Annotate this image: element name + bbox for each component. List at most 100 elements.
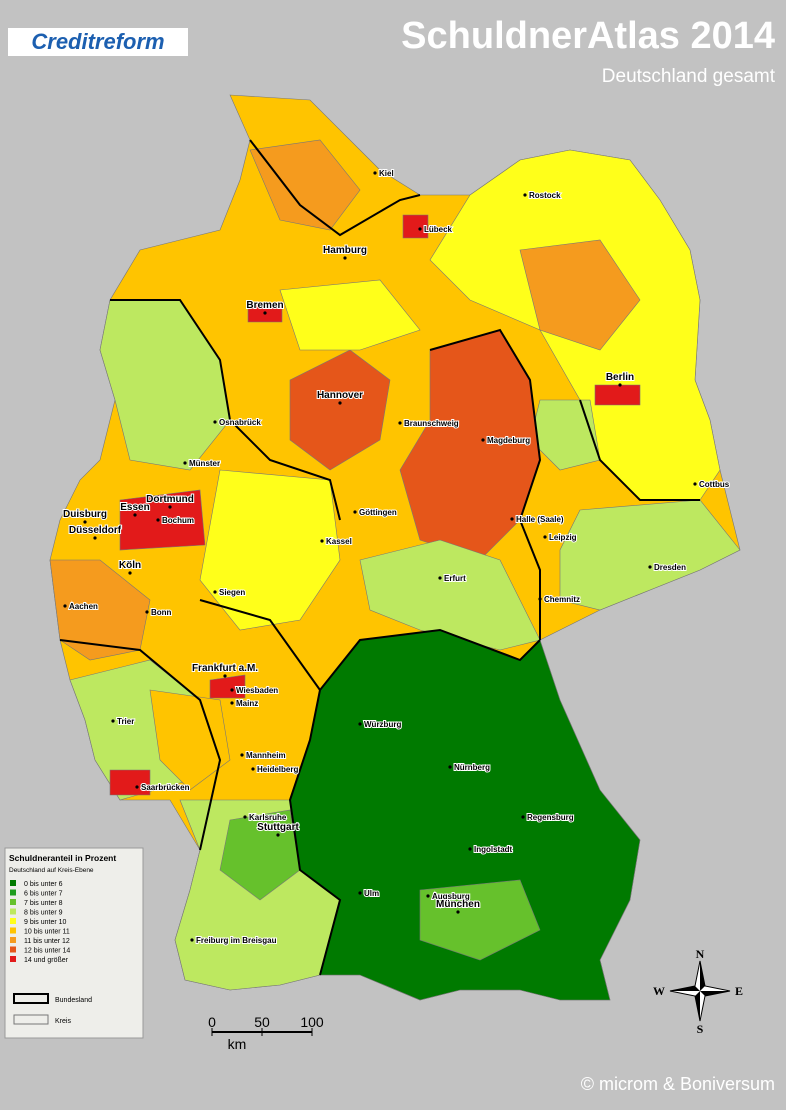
- legend-subtitle: Deutschland auf Kreis-Ebene: [9, 867, 94, 874]
- city-dot: [448, 765, 452, 769]
- city-label: Mannheim: [246, 751, 286, 760]
- city-dot: [145, 610, 149, 614]
- city-dot: [135, 785, 139, 789]
- city-label: Hannover: [317, 390, 363, 401]
- region: [419, 879, 541, 961]
- city-dot: [373, 171, 377, 175]
- city-dot: [426, 894, 430, 898]
- city-label: Erfurt: [444, 574, 466, 583]
- city-dot: [338, 401, 342, 405]
- legend-box: [4, 847, 144, 1039]
- map: [49, 94, 741, 1001]
- city-dot: [93, 536, 97, 540]
- border: [59, 639, 222, 851]
- compass: N E S W: [653, 947, 743, 1036]
- region: [359, 539, 541, 651]
- city-dot: [456, 910, 460, 914]
- region: [49, 559, 151, 661]
- legend-swatch: [10, 880, 16, 886]
- compass-n: N: [696, 947, 705, 961]
- city-dot: [398, 421, 402, 425]
- city-dot: [468, 847, 472, 851]
- city-dot: [251, 767, 255, 771]
- city-dot: [240, 753, 244, 757]
- region: [209, 674, 246, 699]
- city-label: Chemnitz: [544, 595, 580, 604]
- city-label: Osnabrück: [219, 418, 261, 427]
- region: [109, 769, 151, 796]
- city-dot: [543, 535, 547, 539]
- border: [249, 139, 421, 237]
- city-label: Regensburg: [527, 813, 574, 822]
- legend-district-swatch: [13, 1014, 49, 1025]
- city-label: Würzburg: [364, 720, 401, 729]
- region: [594, 384, 641, 406]
- city-dot: [223, 674, 227, 678]
- city-label: Stuttgart: [257, 822, 299, 833]
- city-label: Kassel: [326, 537, 352, 546]
- region: [249, 139, 361, 231]
- city-dot: [438, 576, 442, 580]
- legend-swatch: [10, 889, 16, 896]
- city-label: Berlin: [606, 372, 634, 383]
- city-label: Kiel: [379, 169, 394, 178]
- city-dot: [63, 604, 67, 608]
- city-dot: [320, 539, 324, 543]
- city-label: Trier: [117, 717, 134, 726]
- border: [579, 399, 700, 501]
- city-label: Köln: [119, 560, 141, 571]
- city-dot: [648, 565, 652, 569]
- city-label: Dortmund: [146, 494, 194, 505]
- compass-e: E: [735, 984, 743, 998]
- city-label: Saarbrücken: [141, 783, 190, 792]
- city-label: Augsburg: [432, 892, 470, 901]
- legend-label: 6 bis unter 7: [24, 891, 63, 898]
- legend-swatch: [10, 927, 16, 934]
- legend-swatch: [10, 937, 16, 943]
- logo-box: [8, 28, 188, 56]
- scale-label: 50: [254, 1014, 270, 1030]
- city-dot: [276, 833, 280, 837]
- city-label: Lübeck: [424, 225, 453, 234]
- city-label: Ingolstadt: [474, 845, 513, 854]
- city-dot: [343, 256, 347, 260]
- city-label: Halle (Saale): [516, 515, 564, 524]
- border: [288, 689, 342, 976]
- legend-label: 7 bis unter 8: [24, 900, 63, 907]
- legend-swatch: [10, 908, 16, 915]
- city-label: Heidelberg: [257, 765, 298, 774]
- city-label: Düsseldorf: [69, 525, 122, 536]
- city-label: Bremen: [246, 300, 283, 311]
- city-label: Cottbus: [699, 480, 730, 489]
- city-labels: Kiel Lübeck Rostock Hamburg Bremen Hannover Be…: [62, 168, 731, 946]
- city-label: Rostock: [529, 191, 561, 200]
- city-label: Frankfurt a.M.: [192, 663, 258, 674]
- region: [519, 239, 641, 351]
- compass-fill: [670, 986, 700, 1021]
- scale-unit: km: [228, 1036, 247, 1052]
- city-label: Leipzig: [549, 533, 577, 542]
- legend-state-swatch: [13, 993, 49, 1004]
- city-label: Dresden: [654, 563, 686, 572]
- region: [219, 809, 301, 901]
- compass-w: W: [653, 984, 665, 998]
- city-label: Braunschweig: [404, 419, 459, 428]
- city-label: Magdeburg: [487, 436, 530, 445]
- border: [429, 328, 542, 640]
- compass-fill: [700, 961, 730, 996]
- legend-label: 11 bis unter 12: [24, 938, 70, 945]
- legend-label: 8 bis unter 9: [24, 910, 63, 917]
- city-dot: [156, 518, 160, 522]
- legend-swatch: [10, 946, 16, 953]
- city-dot: [263, 311, 267, 315]
- city-label: Bonn: [151, 608, 172, 617]
- city-dot: [481, 438, 485, 442]
- city-label: Aachen: [69, 602, 98, 611]
- city-dot: [111, 719, 115, 723]
- city-dot: [213, 590, 217, 594]
- scale-label: 100: [300, 1014, 324, 1030]
- city-dot: [523, 193, 527, 197]
- city-dot: [353, 510, 357, 514]
- city-label: Siegen: [219, 588, 245, 597]
